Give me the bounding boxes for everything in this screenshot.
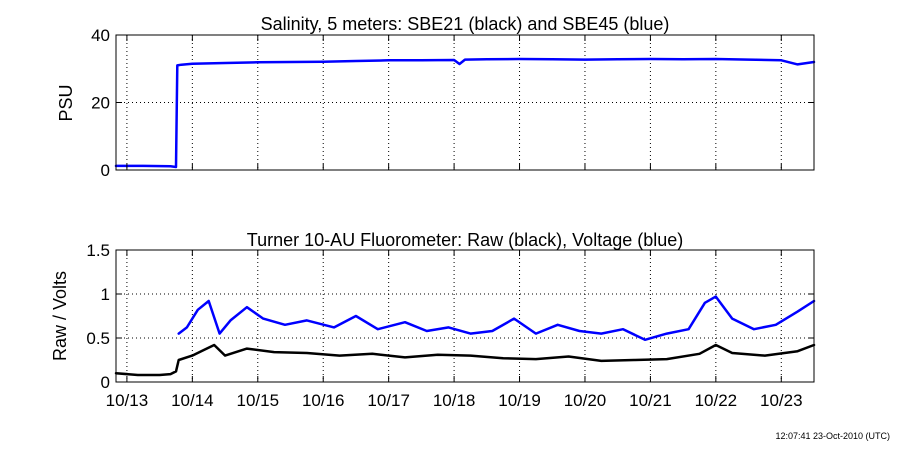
- fluorometer-y-axis-label: Raw / Volts: [50, 271, 70, 361]
- fluorometer-series-line-0: [114, 343, 816, 377]
- fluorometer-x-tick-label: 10/19: [498, 391, 541, 410]
- salinity-y-axis-label: PSU: [56, 84, 76, 121]
- fluorometer-y-tick-label: 0.5: [86, 329, 110, 348]
- fluorometer-x-tick-label: 10/16: [302, 391, 345, 410]
- footer-timestamp: 12:07:41 23-Oct-2010 (UTC): [775, 431, 890, 441]
- fluorometer-x-tick-label: 10/17: [367, 391, 410, 410]
- fluorometer-grid: [116, 250, 814, 382]
- fluorometer-x-tick-label: 10/22: [695, 391, 738, 410]
- fluorometer-x-tick-label: 10/18: [433, 391, 476, 410]
- salinity-series: [114, 57, 816, 169]
- salinity-panel: Salinity, 5 meters: SBE21 (black) and SB…: [56, 14, 816, 180]
- fluorometer-series: [114, 295, 816, 377]
- salinity-y-tick-label: 40: [91, 26, 110, 45]
- fluorometer-x-tick-label: 10/23: [760, 391, 803, 410]
- salinity-plot-frame: [115, 34, 815, 171]
- fluorometer-x-tick-label: 10/13: [106, 391, 149, 410]
- fluorometer-x-ticks: 10/13 10/14 10/15 10/16 10/17 10/18 10/19 10/20…: [106, 250, 803, 410]
- fluorometer-x-tick-label: 10/15: [237, 391, 280, 410]
- salinity-x-ticks: [126, 35, 782, 170]
- fluorometer-y-tick-label: 0: [101, 373, 110, 392]
- fluorometer-x-tick-label: 10/14: [171, 391, 214, 410]
- salinity-chart-title: Salinity, 5 meters: SBE21 (black) and SB…: [261, 14, 670, 34]
- salinity-series-line-0: [114, 57, 816, 169]
- fluorometer-y-tick-label: 1.5: [86, 241, 110, 260]
- fluorometer-series-line-1: [177, 295, 816, 342]
- salinity-y-tick-label: 20: [91, 94, 110, 113]
- fluorometer-plot-frame: [115, 249, 815, 383]
- fluorometer-panel: Turner 10-AU Fluorometer: Raw (black), V…: [50, 230, 816, 410]
- fluorometer-x-tick-label: 10/21: [629, 391, 672, 410]
- fluorometer-x-tick-label: 10/20: [564, 391, 607, 410]
- salinity-grid: [116, 35, 814, 170]
- salinity-y-tick-label: 0: [101, 161, 110, 180]
- fluorometer-y-tick-label: 1: [101, 285, 110, 304]
- fluorometer-chart-title: Turner 10-AU Fluorometer: Raw (black), V…: [247, 230, 684, 250]
